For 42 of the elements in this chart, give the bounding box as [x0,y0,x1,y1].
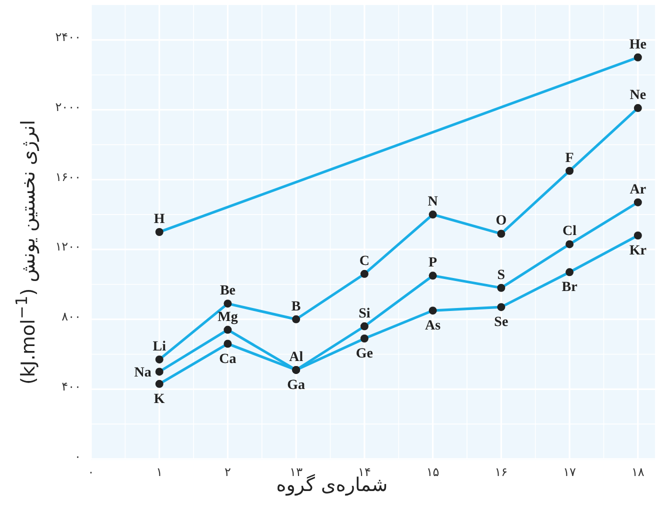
annotation: Ga [287,378,306,393]
annotation: B [291,299,301,314]
x-tick-label: ۰ [88,465,94,479]
x-tick-label: ۱۴ [358,465,371,479]
annotation: Li [152,339,166,354]
y-tick-label: ۰ [74,449,81,464]
annotation: Ca [219,352,236,367]
y-tick-label: ۱۶۰۰ [55,170,81,184]
y-tick-label: ۸۰۰ [62,310,81,324]
annotation: Ar [630,182,646,198]
x-tick-label: ۱۳ [290,465,304,479]
x-tick-label: ۱۶ [494,465,508,479]
annotation: Na [134,366,152,381]
annotation: H [154,212,165,227]
annotation: Ne [630,88,646,104]
x-tick-label: ۱۷ [563,465,577,479]
annotation: Be [220,284,236,299]
annotation: K [154,392,165,407]
y-tick-label: ۲۴۰۰ [55,30,81,44]
annotation: F [565,150,574,166]
annotation: Al [289,350,304,365]
annotation: Ge [356,346,374,362]
annotation: As [425,318,442,334]
annotation: C [359,254,370,269]
x-tick-label: ۱۵ [426,465,440,479]
y-tick-label: ۲۰۰۰ [55,100,81,114]
annotation: P [428,256,438,271]
annotation: He [629,37,646,52]
y-tick-label: ۱۲۰۰ [55,240,81,254]
annotation: Cl [562,224,577,240]
annotation: O [496,214,507,229]
x-tick-label: ۱ [156,465,163,479]
annotation: Br [562,280,578,296]
annotation: N [428,194,438,210]
y-tick-label: ۴۰۰ [62,379,81,394]
annotation: Si [358,306,370,322]
x-tick-label: ۱۸ [631,465,645,479]
annotation: S [497,268,506,283]
annotation: Kr [629,243,646,258]
x-tick-label: ۲ [224,465,231,479]
annotation: Mg [218,310,238,325]
annotation: Se [494,315,508,330]
